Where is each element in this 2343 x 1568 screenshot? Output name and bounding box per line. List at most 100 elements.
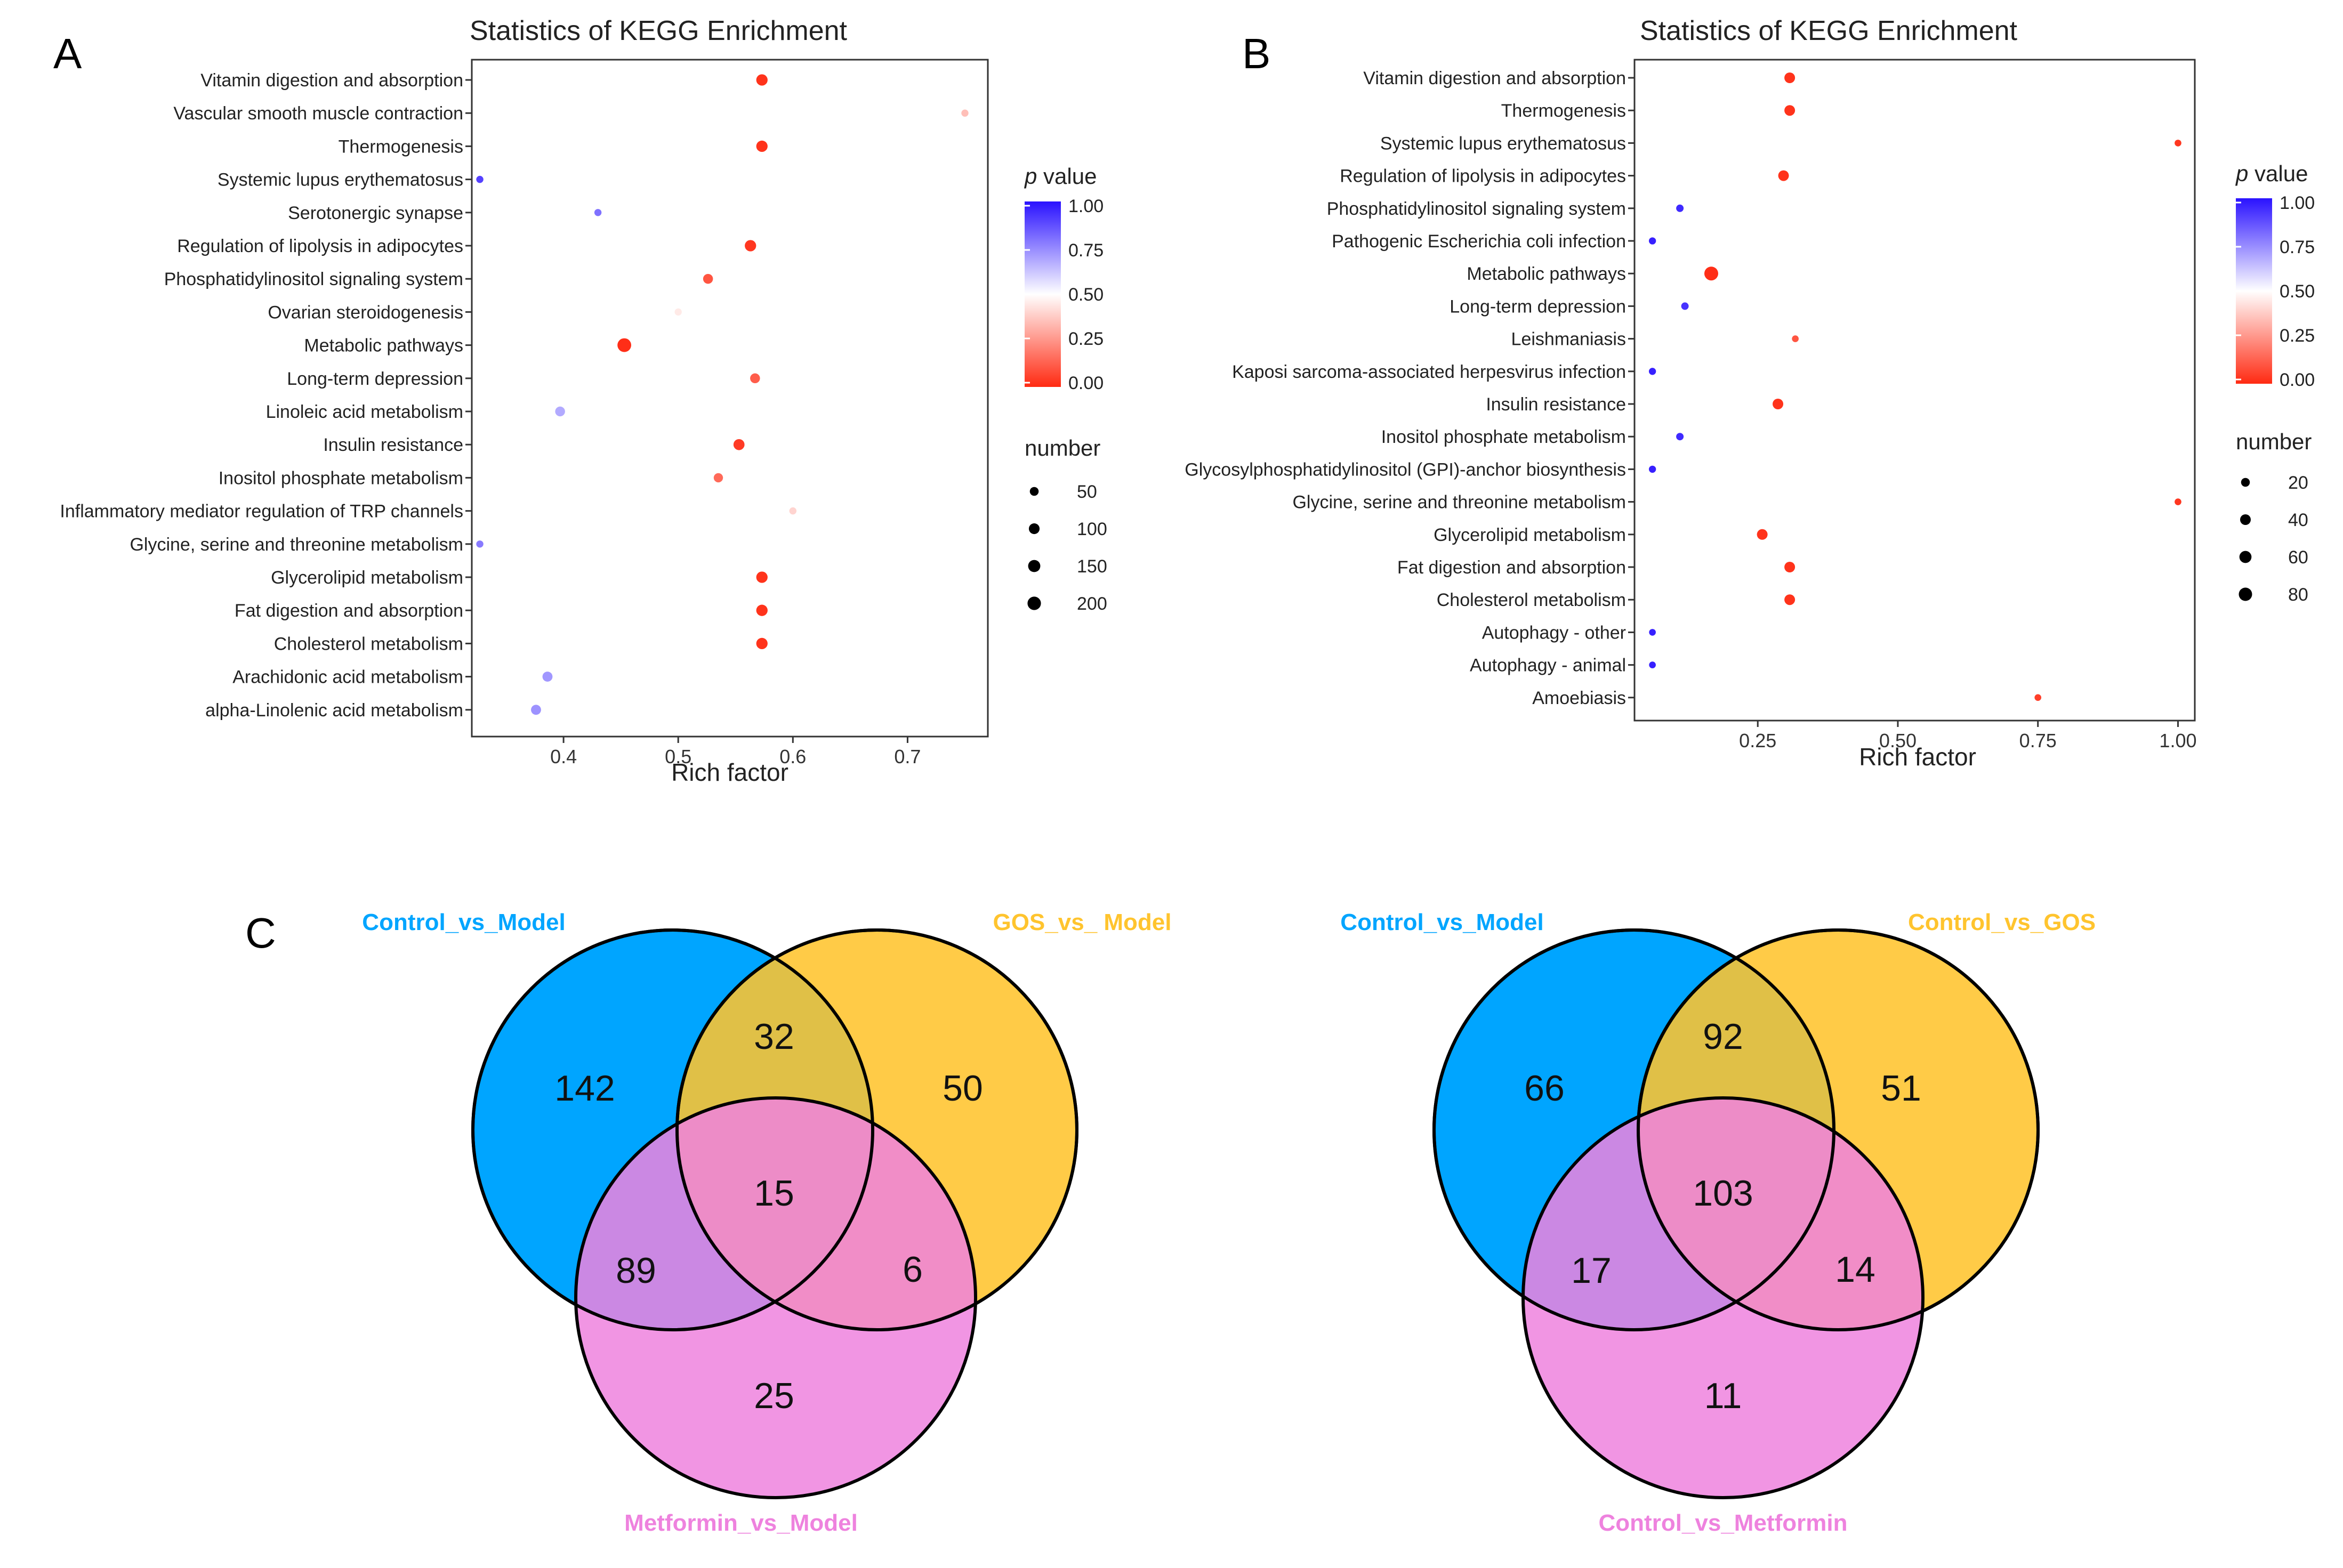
term-label: Systemic lupus erythematosus — [1380, 133, 1626, 153]
enrichment-point — [555, 406, 565, 417]
venn-left-label-b: GOS_vs_ Model — [993, 909, 1171, 935]
term-label: Metabolic pathways — [304, 336, 463, 356]
term-label: Phosphatidylinositol signaling system — [164, 269, 463, 289]
term-label: Metabolic pathways — [1467, 264, 1626, 284]
term-label: Inositol phosphate metabolism — [1381, 427, 1626, 447]
chart-a-p-legend: p value 1.00 0.75 0.50 0.25 0.00 — [1024, 164, 1104, 393]
x-tick-label: 0.5 — [665, 746, 691, 767]
term-label: Fat digestion and absorption — [235, 601, 463, 621]
x-tick-label: 0.75 — [2019, 730, 2057, 751]
venn-left-circle-c — [574, 1096, 977, 1499]
term-label: Pathogenic Escherichia coli infection — [1332, 231, 1626, 252]
venn-right-label-b: Control_vs_GOS — [1908, 909, 2096, 935]
term-label: Vascular smooth muscle contraction — [173, 103, 463, 124]
chart-b-points — [1648, 72, 2181, 701]
size-legend-dot — [2239, 551, 2252, 563]
chart-b-p-legend-title-rest: value — [2248, 161, 2308, 186]
enrichment-point — [1784, 594, 1796, 605]
term-label: Cholesterol metabolism — [1437, 590, 1626, 610]
chart-a-points — [476, 74, 969, 715]
term-label: Glycerolipid metabolism — [1434, 525, 1626, 545]
enrichment-point — [961, 109, 969, 117]
term-label: Arachidonic acid metabolism — [232, 667, 463, 688]
size-legend-label: 200 — [1077, 594, 1107, 614]
venn-left-count-ab: 32 — [754, 1016, 794, 1057]
colorbar-tick-label: 0.50 — [1068, 285, 1104, 305]
chart-a-term-labels: Vitamin digestion and absorption Vascular… — [60, 70, 472, 721]
size-legend-label: 150 — [1077, 556, 1107, 577]
venn-left: Control_vs_Model GOS_vs_ Model Metformin… — [362, 909, 1171, 1536]
term-label: Phosphatidylinositol signaling system — [1327, 199, 1626, 219]
venn-right-label-a: Control_vs_Model — [1340, 909, 1543, 935]
term-label: Inflammatory mediator regulation of TRP … — [60, 502, 463, 522]
chart-a-size-legend-items: 50 100 150 200 — [1027, 482, 1107, 614]
size-legend-dot — [2241, 478, 2250, 487]
term-label: Long-term depression — [1450, 296, 1626, 317]
venn-left-count-c-only: 25 — [754, 1376, 794, 1416]
term-label: Serotonergic synapse — [288, 203, 463, 223]
chart-b-x-ticks: 0.25 0.50 0.75 1.00 — [1739, 721, 2197, 751]
term-label: Regulation of lipolysis in adipocytes — [1340, 166, 1626, 187]
enrichment-point — [1773, 399, 1784, 409]
enrichment-point — [531, 705, 541, 715]
venn-right-count-a-only: 66 — [1524, 1068, 1565, 1109]
chart-a-x-axis-title: Rich factor — [671, 758, 788, 786]
enrichment-point — [542, 672, 553, 682]
enrichment-point — [1778, 170, 1789, 181]
enrichment-point — [2175, 498, 2181, 505]
enrichment-point — [1649, 661, 1656, 668]
size-legend-dot — [2239, 587, 2252, 601]
venn-left-count-bc: 6 — [903, 1249, 923, 1290]
enrichment-point — [1648, 237, 1656, 245]
venn-right-label-c: Control_vs_Metformin — [1599, 1510, 1848, 1536]
chart-b-x-axis-title: Rich factor — [1859, 743, 1976, 771]
term-label: Inositol phosphate metabolism — [219, 468, 463, 488]
size-legend-dot — [1027, 596, 1041, 610]
term-label: Cholesterol metabolism — [274, 634, 463, 654]
kegg-chart-a: Statistics of KEGG Enrichment Vitamin di… — [60, 15, 1107, 786]
enrichment-point — [745, 240, 756, 252]
enrichment-point — [1648, 368, 1656, 375]
term-label: Thermogenesis — [1501, 101, 1626, 121]
chart-a-x-ticks: 0.4 0.5 0.6 0.7 — [550, 737, 921, 767]
enrichment-point — [750, 373, 760, 384]
chart-b-plot-area — [1633, 59, 2196, 722]
chart-b-size-legend-title: number — [2236, 429, 2312, 454]
venn-right-circle-c — [1521, 1096, 1925, 1499]
enrichment-point — [703, 273, 713, 284]
chart-a-title: Statistics of KEGG Enrichment — [470, 15, 848, 46]
enrichment-point — [1784, 105, 1796, 116]
chart-b-size-legend: number 20 40 60 80 — [2236, 429, 2312, 605]
enrichment-point — [756, 140, 768, 152]
x-tick-label: 1.00 — [2159, 730, 2196, 751]
term-label: Regulation of lipolysis in adipocytes — [177, 236, 463, 256]
size-legend-dot — [2240, 514, 2251, 525]
chart-a-size-legend-title: number — [1025, 435, 1100, 460]
enrichment-point — [756, 74, 768, 86]
chart-a-p-legend-ticks: 1.00 0.75 0.50 0.25 0.00 — [1025, 196, 1104, 393]
venn-right-outline-a — [1432, 928, 1835, 1331]
panel-letter-b: B — [1242, 30, 1270, 77]
venn-right-count-ab: 92 — [1703, 1016, 1743, 1057]
term-label: Long-term depression — [287, 369, 463, 389]
size-legend-dot — [1028, 560, 1041, 572]
colorbar-tick-label: 0.25 — [2280, 326, 2315, 346]
venn-right-count-bc: 14 — [1835, 1249, 1875, 1290]
x-tick-label: 0.4 — [550, 746, 577, 767]
enrichment-point — [1704, 266, 1718, 281]
term-label: Systemic lupus erythematosus — [218, 170, 463, 190]
term-label: alpha-Linolenic acid metabolism — [205, 700, 463, 721]
colorbar-tick-label: 1.00 — [2280, 193, 2315, 213]
term-label: Leishmaniasis — [1511, 329, 1626, 350]
venn-left-outline-a — [471, 928, 874, 1331]
colorbar-tick-label: 0.75 — [2280, 237, 2315, 257]
term-label: Thermogenesis — [339, 136, 463, 157]
size-legend-label: 40 — [2288, 510, 2308, 530]
colorbar-tick-label: 0.00 — [1068, 373, 1104, 393]
enrichment-point — [594, 209, 602, 216]
panel-letter-c: C — [245, 909, 276, 957]
term-label: Insulin resistance — [323, 435, 463, 455]
chart-b-p-colorbar — [2236, 198, 2272, 384]
term-label: Vitamin digestion and absorption — [200, 70, 463, 91]
term-label: Insulin resistance — [1486, 394, 1626, 415]
